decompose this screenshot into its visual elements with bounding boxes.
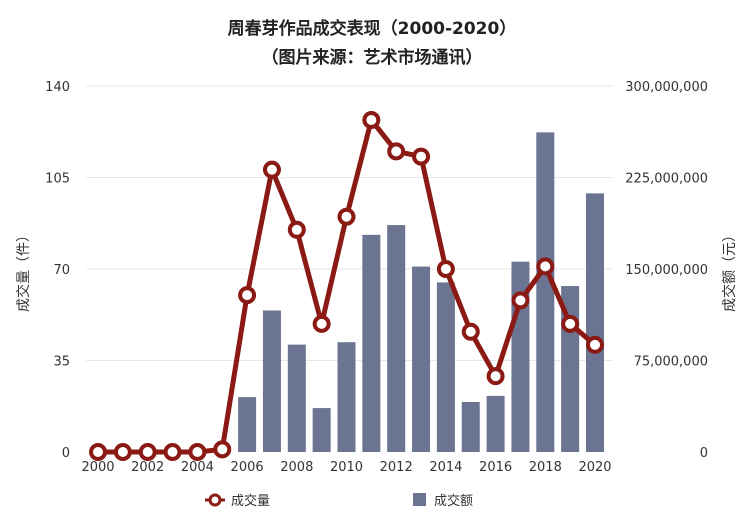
right-axis-ticks: 0 75,000,000 150,000,000 225,000,000 300,000… <box>625 80 708 461</box>
left-tick-label: 35 <box>53 355 70 370</box>
point-2019 <box>561 314 580 333</box>
point-2008 <box>287 220 306 239</box>
legend: 成交量 成交额 <box>205 493 473 509</box>
x-axis-ticks: 2000 2002 2004 2006 2008 2010 2012 2014 2016 2018… <box>81 460 611 475</box>
point-2001 <box>113 443 132 461</box>
point-2007 <box>262 160 281 179</box>
x-tick-label: 2004 <box>181 460 214 475</box>
x-tick-label: 2012 <box>380 460 413 475</box>
point-2013 <box>412 147 431 166</box>
bar-2008 <box>287 344 306 452</box>
legend-item-amount: 成交额 <box>413 493 473 509</box>
x-tick-label: 2010 <box>330 460 363 475</box>
point-2000 <box>89 443 107 461</box>
point-2005 <box>213 440 232 459</box>
x-tick-label: 2020 <box>578 460 611 475</box>
bar-2014 <box>436 282 455 452</box>
legend-item-volume: 成交量 <box>205 493 270 509</box>
left-tick-label: 0 <box>62 446 70 461</box>
x-tick-label: 2014 <box>429 460 462 475</box>
x-tick-label: 2018 <box>529 460 562 475</box>
left-tick-label: 105 <box>45 172 70 187</box>
point-2009 <box>312 314 331 333</box>
chart-subtitle: （图片来源：艺术市场通讯） <box>262 47 483 68</box>
point-2014 <box>436 260 455 278</box>
point-2010 <box>337 207 356 226</box>
bar-2016 <box>486 395 505 452</box>
bar-2011 <box>362 234 381 452</box>
point-2015 <box>461 322 480 341</box>
left-axis-label: 成交量（件） <box>15 228 32 312</box>
x-tick-label: 2000 <box>81 460 114 475</box>
legend-label-amount: 成交额 <box>434 493 473 509</box>
right-tick-label: 0 <box>700 446 708 461</box>
right-tick-label: 75,000,000 <box>634 355 708 370</box>
right-axis-label: 成交额（元） <box>721 228 738 312</box>
bar-2015 <box>461 401 480 452</box>
right-tick-label: 150,000,000 <box>625 263 708 278</box>
point-2006 <box>238 286 257 305</box>
legend-bar-swatch <box>413 493 426 506</box>
point-2004 <box>188 443 207 461</box>
left-tick-label: 70 <box>53 263 70 278</box>
bar-2009 <box>312 408 331 452</box>
bar-2012 <box>387 225 406 452</box>
bar-2006 <box>238 397 257 452</box>
x-tick-label: 2016 <box>479 460 512 475</box>
legend-label-volume: 成交量 <box>231 493 270 509</box>
left-tick-label: 140 <box>45 80 70 95</box>
point-2003 <box>163 443 182 461</box>
bar-series-amount <box>238 132 604 453</box>
left-axis-ticks: 0 35 70 105 140 <box>45 80 70 461</box>
point-2011 <box>362 110 381 129</box>
point-2020 <box>586 335 604 354</box>
point-2012 <box>387 142 406 161</box>
point-2016 <box>486 367 505 386</box>
bar-2010 <box>337 342 356 452</box>
bar-2020 <box>586 193 604 453</box>
chart-title: 周春芽作品成交表现（2000-2020） <box>228 18 517 39</box>
point-2018 <box>536 257 555 276</box>
legend-marker-swatch <box>208 493 222 507</box>
bar-2013 <box>412 266 431 452</box>
x-tick-label: 2006 <box>231 460 264 475</box>
x-tick-label: 2008 <box>280 460 313 475</box>
bar-2007 <box>262 310 281 452</box>
point-2002 <box>138 443 157 461</box>
x-tick-label: 2002 <box>131 460 164 475</box>
right-tick-label: 300,000,000 <box>625 80 708 95</box>
point-2017 <box>511 291 530 310</box>
line-series-volume <box>89 110 604 461</box>
bar-2018 <box>536 132 555 453</box>
right-tick-label: 225,000,000 <box>625 172 708 187</box>
